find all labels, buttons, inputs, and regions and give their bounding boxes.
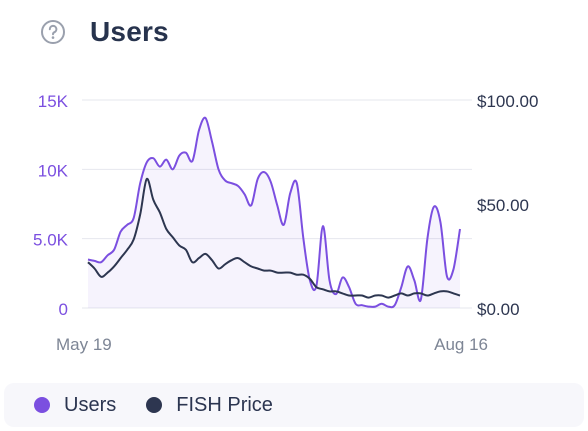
x-tick-label: Aug 16 bbox=[434, 335, 488, 354]
page-title: Users bbox=[90, 16, 169, 47]
question-circle-icon[interactable] bbox=[40, 19, 66, 45]
users-line bbox=[87, 116, 461, 309]
legend-label-fish-price: FISH Price bbox=[176, 393, 273, 416]
legend-item-fish-price[interactable]: FISH Price bbox=[146, 394, 273, 417]
x-tick-label: May 19 bbox=[56, 335, 112, 354]
fish-price-line bbox=[87, 177, 461, 299]
left-tick-label: 0 bbox=[59, 300, 68, 319]
legend-dot-fish-price bbox=[146, 397, 163, 413]
right-tick-label: $50.00 bbox=[477, 196, 529, 215]
left-tick-label: 10K bbox=[38, 161, 69, 180]
legend-item-users[interactable]: Users bbox=[34, 394, 116, 417]
users-area bbox=[88, 117, 460, 308]
legend-label-users: Users bbox=[64, 393, 117, 416]
right-tick-label: $100.00 bbox=[477, 92, 538, 111]
legend-dot-users bbox=[34, 397, 50, 413]
chart-legend: Users FISH Price bbox=[4, 383, 584, 427]
left-tick-label: 15K bbox=[38, 92, 69, 111]
right-tick-label: $0.00 bbox=[477, 300, 520, 319]
users-chart: 0 5.0K 10K 15K $0.00 $50.00 $100.00 May 19 Aug 1… bbox=[33, 92, 538, 354]
left-tick-label: 5.0K bbox=[33, 231, 69, 250]
chart-header: Users bbox=[40, 16, 169, 48]
